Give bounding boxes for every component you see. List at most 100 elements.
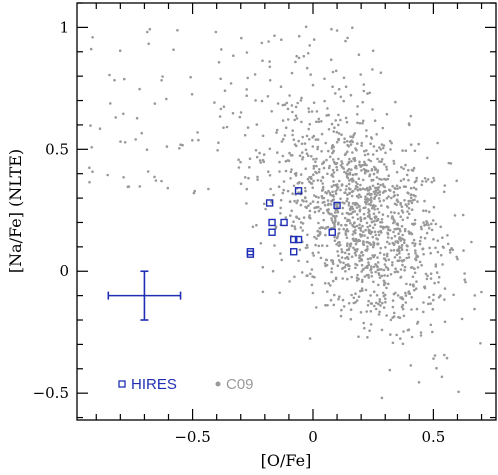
c09-point — [400, 224, 404, 228]
c09-point — [460, 317, 464, 321]
c09-point — [360, 287, 364, 290]
c09-point — [306, 233, 309, 237]
c09-point — [275, 131, 278, 134]
c09-point — [344, 191, 347, 194]
c09-point — [380, 274, 384, 278]
c09-point — [395, 253, 399, 257]
c09-point — [374, 167, 378, 170]
c09-point — [381, 301, 384, 305]
c09-point — [373, 208, 376, 211]
c09-point — [284, 169, 288, 173]
c09-point — [434, 222, 438, 226]
c09-point — [376, 238, 380, 241]
c09-point — [393, 194, 397, 197]
c09-point — [432, 357, 435, 360]
c09-point — [367, 158, 371, 162]
c09-point — [298, 154, 302, 157]
c09-point — [189, 75, 192, 79]
c09-point — [301, 222, 305, 225]
c09-point — [437, 281, 440, 284]
c09-point — [330, 267, 334, 270]
c09-point — [452, 293, 455, 297]
c09-point — [412, 166, 416, 170]
c09-point — [346, 197, 349, 200]
c09-point — [424, 209, 428, 213]
hires-point — [333, 201, 341, 210]
c09-point — [322, 166, 326, 170]
c09-point — [363, 188, 367, 191]
c09-point — [160, 179, 163, 183]
c09-point — [323, 262, 327, 265]
c09-point — [370, 302, 374, 305]
c09-point — [375, 301, 378, 305]
c09-point — [421, 180, 424, 183]
c09-point — [305, 134, 309, 138]
c09-point — [352, 246, 355, 250]
c09-point — [375, 219, 379, 223]
c09-point — [347, 201, 351, 205]
c09-point — [397, 232, 400, 235]
c09-point — [368, 202, 371, 206]
c09-point — [338, 243, 342, 247]
c09-point — [346, 193, 349, 196]
c09-point — [377, 302, 380, 306]
c09-point — [433, 354, 437, 357]
c09-point — [310, 268, 314, 271]
c09-point — [399, 337, 402, 340]
c09-point — [297, 217, 301, 221]
c09-point — [380, 225, 383, 228]
c09-point — [362, 321, 366, 325]
c09-point — [442, 190, 446, 194]
y-tick-label: 0.5 — [45, 140, 69, 158]
c09-point — [325, 191, 329, 195]
c09-point — [382, 279, 386, 283]
c09-point — [331, 158, 335, 161]
c09-point — [331, 168, 335, 172]
c09-point — [245, 202, 248, 205]
c09-point — [336, 235, 340, 238]
c09-point — [290, 104, 294, 107]
c09-point — [344, 39, 347, 43]
c09-point — [366, 245, 369, 248]
c09-point — [385, 112, 389, 116]
c09-point — [436, 250, 440, 254]
c09-point — [268, 147, 272, 151]
c09-point — [311, 83, 315, 87]
c09-point — [346, 36, 349, 40]
c09-point — [401, 307, 405, 311]
c09-point — [365, 274, 369, 277]
c09-point — [384, 300, 387, 304]
c09-point — [348, 192, 351, 195]
c09-point — [343, 170, 346, 174]
legend-hires-label: HIRES — [131, 376, 177, 393]
c09-point — [261, 59, 264, 62]
c09-point — [312, 38, 316, 41]
c09-point — [297, 182, 300, 185]
c09-point — [333, 235, 336, 239]
c09-point — [293, 275, 296, 279]
c09-point — [293, 227, 297, 231]
c09-point — [463, 272, 466, 275]
c09-point — [402, 177, 406, 181]
c09-point — [312, 101, 316, 104]
c09-point — [119, 140, 122, 143]
c09-point — [369, 294, 372, 297]
c09-point — [419, 225, 423, 229]
plot-frame — [76, 2, 497, 421]
c09-point — [354, 266, 357, 270]
c09-point — [317, 244, 321, 248]
c09-point — [268, 60, 271, 63]
c09-point — [455, 255, 459, 259]
c09-point — [378, 200, 382, 203]
c09-point — [364, 195, 367, 198]
c09-point — [349, 93, 353, 97]
c09-point — [372, 220, 376, 223]
c09-point — [323, 99, 326, 103]
c09-point — [355, 279, 359, 282]
c09-point — [443, 320, 447, 324]
c09-point — [297, 34, 301, 38]
c09-point — [299, 226, 303, 229]
c09-point — [401, 233, 405, 237]
c09-point — [123, 77, 126, 81]
c09-point — [388, 368, 392, 372]
